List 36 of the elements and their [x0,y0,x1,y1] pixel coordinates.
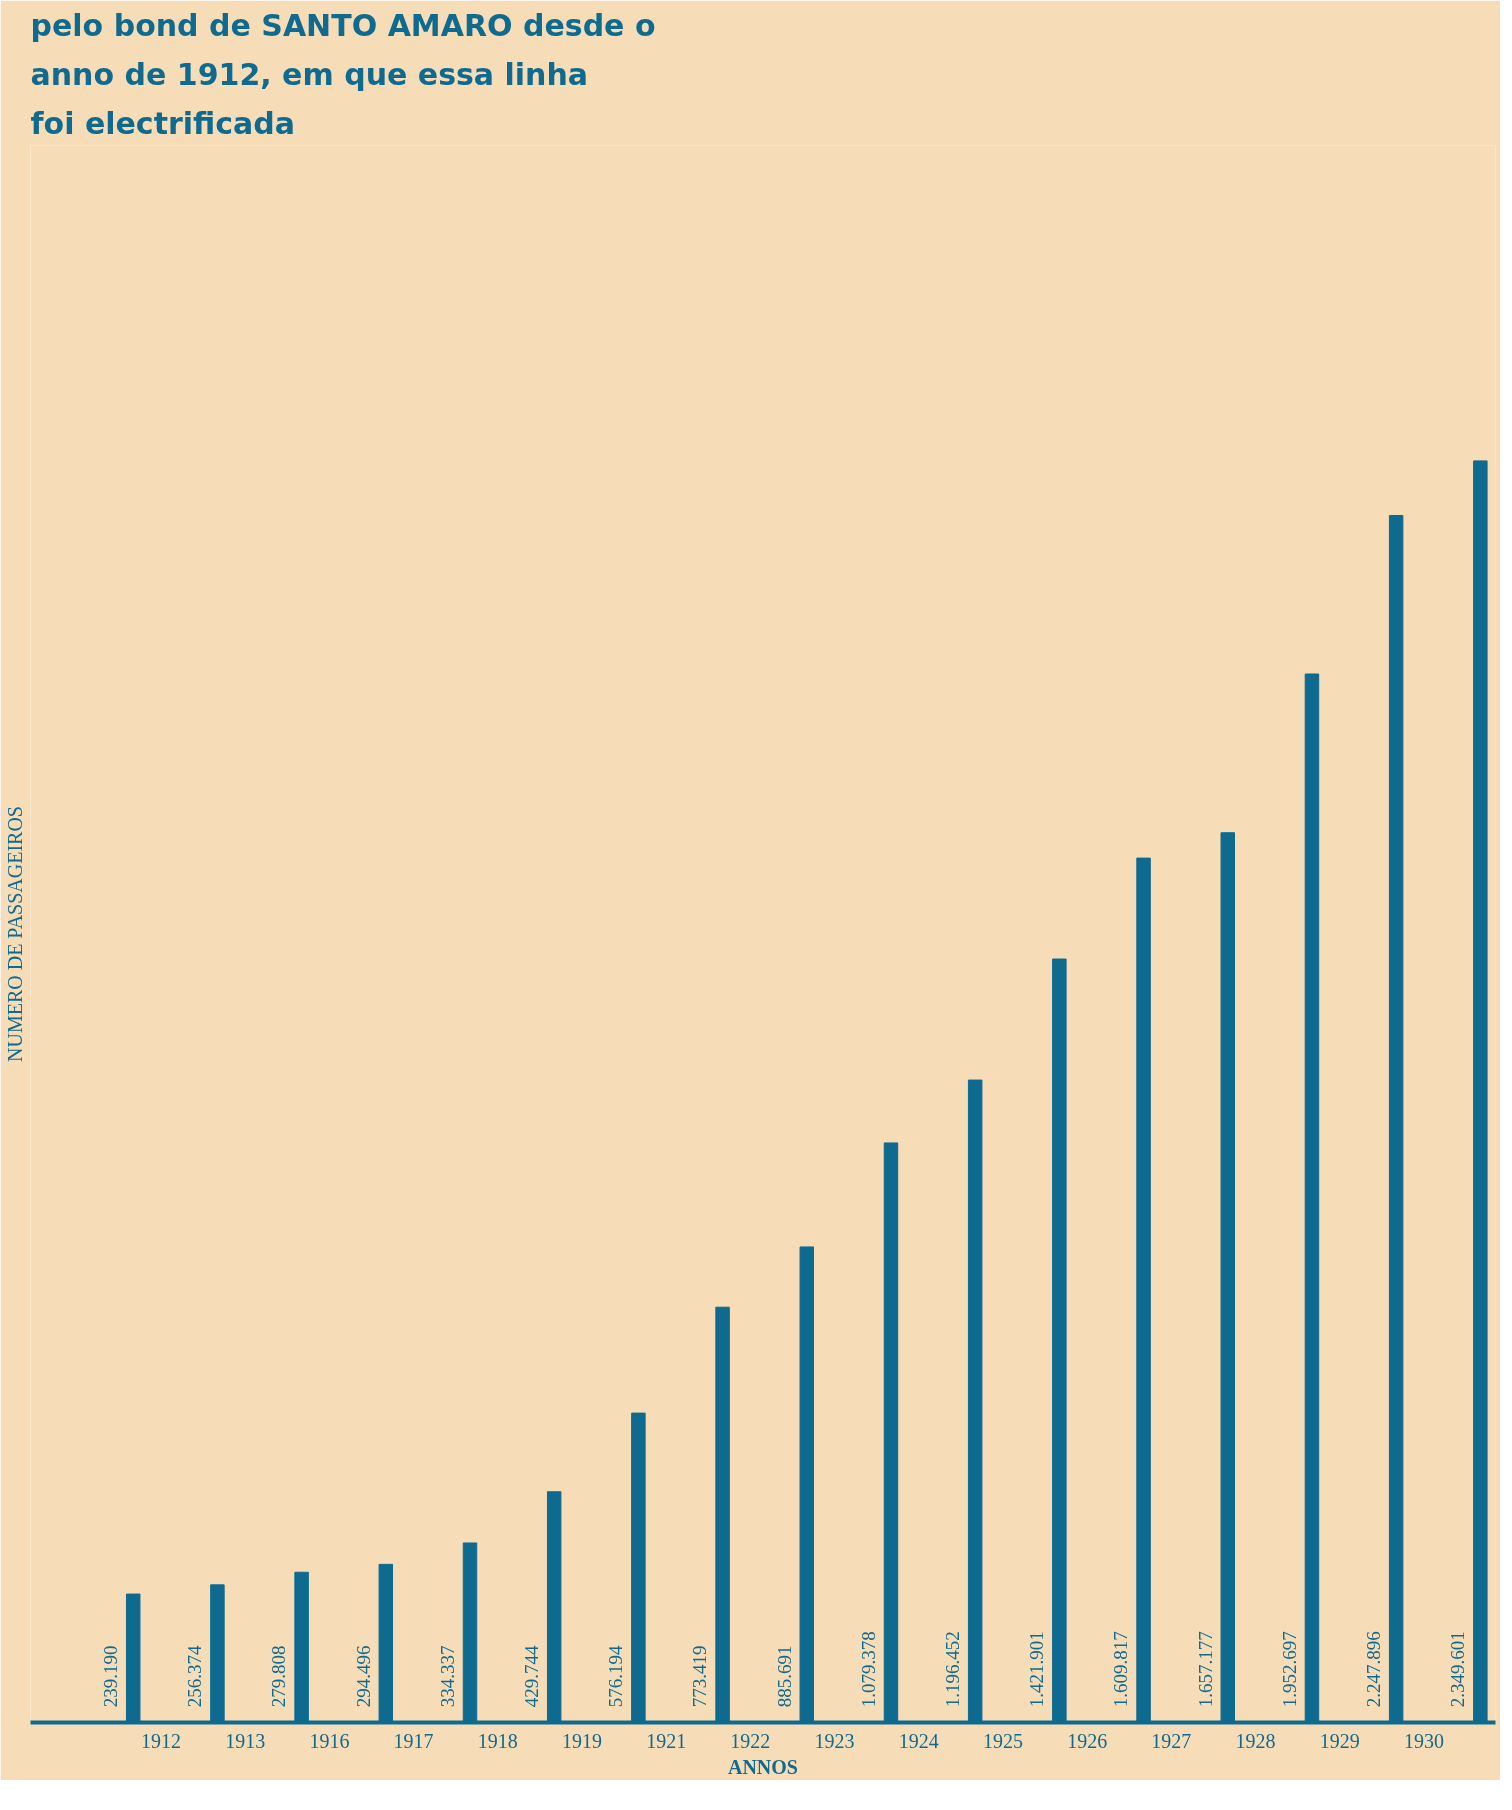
data-label: 279.808 [268,1645,290,1708]
data-label: 2.247.896 [1362,1631,1384,1708]
x-tick-label: 1930 [1403,1729,1444,1752]
data-label: 1.657.177 [1194,1631,1216,1708]
x-tick-label: 1916 [309,1729,350,1752]
x-tick-label: 1927 [1151,1729,1192,1752]
data-label: 773.419 [689,1645,711,1708]
x-tick-label: 1925 [982,1729,1023,1752]
x-tick-label: 1917 [393,1729,434,1752]
data-label: 429.744 [520,1645,542,1708]
data-label: 256.374 [184,1645,206,1708]
data-label: 1.196.452 [941,1631,963,1708]
x-tick-label: 1912 [141,1729,181,1752]
x-tick-label: 1923 [814,1729,855,1752]
x-tick-label: 1928 [1235,1729,1276,1752]
y-axis-title: NUMERO DE PASSAGEIROS [3,806,26,1062]
data-label: 334.337 [436,1645,458,1708]
data-label: 2.349.601 [1447,1631,1469,1708]
x-tick-label: 1924 [898,1729,939,1752]
x-tick-label: 1926 [1067,1729,1108,1752]
x-tick-label: 1918 [477,1729,518,1752]
x-tick-label: 1913 [225,1729,266,1752]
x-tick-label: 1921 [646,1729,687,1752]
data-label: 1.952.697 [1278,1631,1300,1708]
data-label: 1.609.817 [1110,1631,1132,1708]
chart-title: pelo bond de SANTO AMARO desde o anno de 1912, em que essa linha foi electrificada [30,7,656,141]
data-label: 294.496 [352,1645,374,1708]
x-tick-label: 1922 [730,1729,771,1752]
data-label: 1.079.378 [857,1631,879,1708]
x-axis-title: ANNOS [728,1755,799,1778]
data-label: 885.691 [773,1645,795,1708]
data-label: 239.190 [99,1645,121,1708]
x-tick-label: 1929 [1319,1729,1360,1752]
x-tick-label: 1919 [561,1729,602,1752]
data-label: 576.194 [605,1645,627,1708]
data-label: 1.421.901 [1026,1631,1048,1708]
